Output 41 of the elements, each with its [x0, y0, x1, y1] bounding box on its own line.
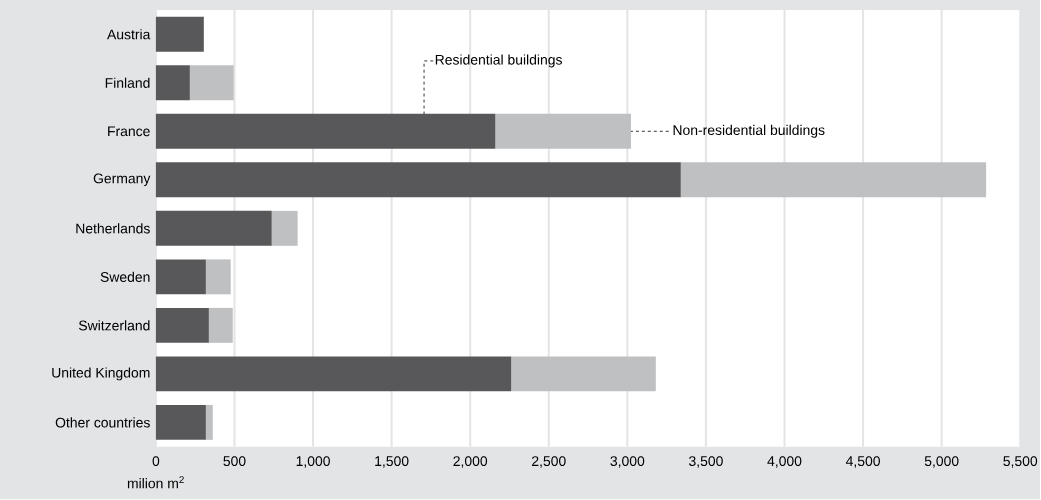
- bar: [155, 356, 512, 392]
- bar: [155, 259, 206, 295]
- y-tick-label: Austria: [107, 29, 151, 40]
- bar: [155, 211, 272, 246]
- x-tick-label: 4,500: [845, 456, 880, 468]
- series-label: Non-residential buildings: [673, 124, 825, 138]
- bar: [155, 308, 209, 344]
- bar: [205, 405, 213, 441]
- y-tick-label: Switzerland: [78, 320, 150, 331]
- bar: [680, 162, 987, 198]
- y-tick-label: France: [108, 126, 150, 137]
- bar: [208, 308, 233, 344]
- x-tick-label: 500: [223, 456, 246, 467]
- bar: [495, 114, 631, 149]
- y-tick-label: United Kingdom: [52, 367, 150, 381]
- bar: [155, 16, 204, 52]
- text: Residential buildings: [435, 54, 562, 68]
- x-tick-label: 1,500: [375, 456, 409, 468]
- bar: [511, 356, 656, 392]
- bar: [271, 211, 298, 246]
- x-tick-label: 1,000: [296, 456, 330, 468]
- bar: [205, 259, 231, 295]
- bar: [189, 65, 234, 101]
- x-tick-label: 3,000: [610, 456, 645, 468]
- bar: [155, 162, 681, 198]
- y-tick-label: Sweden: [100, 271, 150, 283]
- y-tick-label: Germany: [93, 173, 151, 187]
- x-tick-label: 3,500: [689, 456, 723, 468]
- x-tick-label: 2,000: [453, 456, 488, 468]
- x-axis-title: milion m$^{2}$: [127, 476, 184, 489]
- bar: [155, 114, 496, 149]
- x-tick-label: 5,000: [924, 456, 959, 468]
- y-tick-label: Other countries: [55, 417, 150, 428]
- x-tick-label: 0: [152, 456, 160, 467]
- y-tick-label: Netherlands: [76, 223, 150, 234]
- x-tick-label: 5,500: [1003, 456, 1038, 468]
- x-tick-label: 2,500: [532, 456, 566, 468]
- y-tick-label: Finland: [105, 77, 150, 89]
- bar: [155, 65, 190, 101]
- bar: [155, 405, 206, 441]
- x-tick-label: 4,000: [767, 456, 802, 468]
